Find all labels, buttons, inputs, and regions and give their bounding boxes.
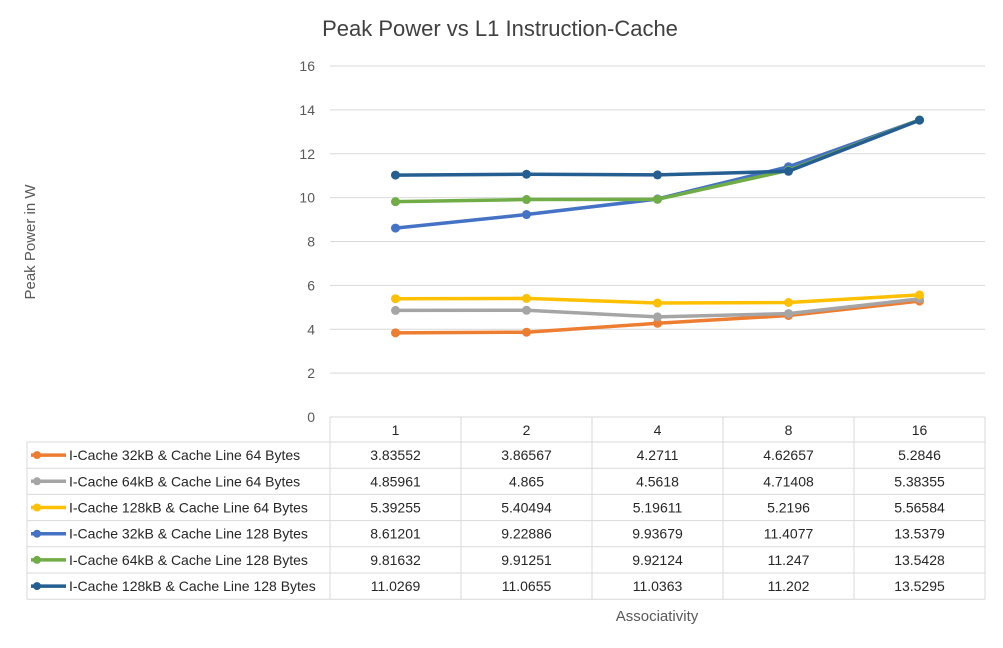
data-point xyxy=(653,170,662,180)
data-table: 1 2 4 8 16 I-Cache 32kB & Cache Line 64 Bytes… xyxy=(26,417,986,600)
data-label: 4.62657 xyxy=(763,447,814,463)
data-label: 11.0269 xyxy=(371,578,421,594)
legend-label: I-Cache 128kB & Cache Line 64 Bytes xyxy=(69,500,308,516)
legend-marker xyxy=(33,451,41,460)
data-point xyxy=(391,305,400,315)
data-label: 9.93679 xyxy=(632,526,683,542)
data-label: 9.92124 xyxy=(632,552,683,568)
legend-marker xyxy=(33,477,41,486)
data-label: 11.4077 xyxy=(764,526,814,542)
data-label: 5.38355 xyxy=(894,473,945,489)
x-category-label: 16 xyxy=(912,422,928,438)
data-point xyxy=(522,210,531,220)
y-tick-label: 8 xyxy=(307,234,315,250)
data-label: 11.0363 xyxy=(633,578,683,594)
data-point xyxy=(653,318,662,328)
y-tick-label: 10 xyxy=(299,190,315,206)
data-label: 5.2196 xyxy=(767,500,810,516)
y-tick-label: 0 xyxy=(307,409,315,425)
y-tick-label: 6 xyxy=(307,277,315,293)
data-point xyxy=(391,170,400,180)
x-category-label: 4 xyxy=(654,422,662,438)
gridlines xyxy=(330,65,985,418)
legend-entry: I-Cache 64kB & Cache Line 64 Bytes xyxy=(31,473,300,489)
chart-title: Peak Power vs L1 Instruction-Cache xyxy=(322,16,678,41)
data-label: 3.83552 xyxy=(370,447,421,463)
data-label: 4.71408 xyxy=(763,473,814,489)
x-category-label: 8 xyxy=(785,422,793,438)
data-label: 9.22886 xyxy=(501,526,552,542)
legend-label: I-Cache 32kB & Cache Line 64 Bytes xyxy=(69,447,300,463)
data-label: 13.5295 xyxy=(894,578,945,594)
y-axis-title: Peak Power in W xyxy=(22,184,39,300)
legend-entry: I-Cache 128kB & Cache Line 64 Bytes xyxy=(31,500,308,516)
x-category-label: 1 xyxy=(392,422,400,438)
y-tick-label: 12 xyxy=(299,146,315,162)
legend-marker xyxy=(33,582,41,591)
data-point xyxy=(522,195,531,205)
data-label: 5.19611 xyxy=(633,500,683,516)
data-point xyxy=(522,305,531,315)
data-label: 4.85961 xyxy=(370,473,421,489)
data-point xyxy=(391,294,400,304)
data-point xyxy=(653,194,662,204)
data-point xyxy=(653,312,662,322)
data-label: 3.86567 xyxy=(501,447,552,463)
data-point xyxy=(653,298,662,308)
legend-label: I-Cache 64kB & Cache Line 128 Bytes xyxy=(69,552,308,568)
data-point xyxy=(391,197,400,207)
data-label: 5.2846 xyxy=(898,447,941,463)
data-label: 9.81632 xyxy=(370,552,421,568)
series-line xyxy=(393,118,922,204)
data-label: 4.865 xyxy=(509,473,544,489)
data-label: 11.0655 xyxy=(502,578,552,594)
data-label: 8.61201 xyxy=(370,526,421,542)
legend-label: I-Cache 64kB & Cache Line 64 Bytes xyxy=(69,473,300,489)
y-axis-ticks: 0 2 4 6 8 10 12 14 16 xyxy=(299,58,315,425)
legend-marker xyxy=(33,555,41,564)
legend-label: I-Cache 128kB & Cache Line 128 Bytes xyxy=(69,578,316,594)
y-tick-label: 16 xyxy=(299,58,315,74)
data-label: 5.56584 xyxy=(894,500,945,516)
series xyxy=(391,115,924,180)
data-point xyxy=(784,297,793,307)
legend-entry: I-Cache 32kB & Cache Line 128 Bytes xyxy=(31,526,308,542)
data-point xyxy=(784,309,793,319)
data-label: 4.5618 xyxy=(636,473,679,489)
data-label: 11.247 xyxy=(768,552,810,568)
data-label: 11.202 xyxy=(768,578,810,594)
data-point xyxy=(391,328,400,338)
data-point xyxy=(522,293,531,303)
legend-marker xyxy=(33,503,41,512)
x-category-label: 2 xyxy=(523,422,531,438)
legend-entry: I-Cache 128kB & Cache Line 128 Bytes xyxy=(31,578,316,594)
x-axis-title: Associativity xyxy=(616,608,699,625)
legend-marker xyxy=(33,529,41,538)
data-point xyxy=(522,169,531,179)
data-label: 13.5379 xyxy=(894,526,945,542)
data-label: 13.5428 xyxy=(894,552,945,568)
legend-label: I-Cache 32kB & Cache Line 128 Bytes xyxy=(69,526,308,542)
y-tick-label: 14 xyxy=(299,102,315,118)
data-point xyxy=(784,166,793,176)
legend-entry: I-Cache 64kB & Cache Line 128 Bytes xyxy=(31,552,308,568)
data-point xyxy=(915,290,924,300)
series-lines xyxy=(391,115,924,338)
y-tick-label: 2 xyxy=(307,365,315,381)
data-label: 4.2711 xyxy=(637,447,679,463)
data-label: 5.40494 xyxy=(501,500,552,516)
data-point xyxy=(522,327,531,337)
data-point xyxy=(915,115,924,125)
y-tick-label: 4 xyxy=(307,321,315,337)
legend-entry: I-Cache 32kB & Cache Line 64 Bytes xyxy=(31,447,300,463)
data-label: 5.39255 xyxy=(370,500,421,516)
series xyxy=(391,115,924,207)
data-point xyxy=(391,223,400,233)
data-label: 9.91251 xyxy=(501,552,552,568)
series xyxy=(391,290,924,308)
